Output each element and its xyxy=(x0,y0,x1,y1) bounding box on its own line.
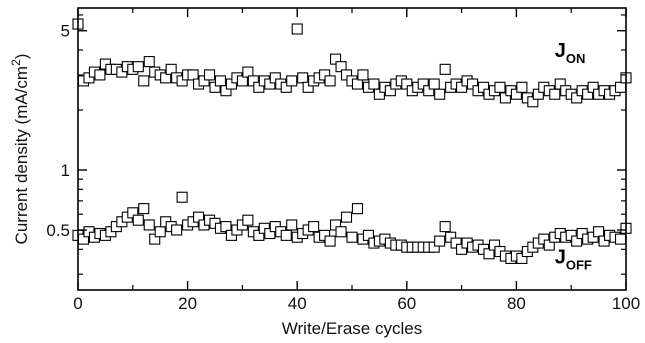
data-point xyxy=(286,219,298,231)
axes xyxy=(77,7,627,291)
data-point xyxy=(214,75,227,87)
x-axis-title: Write/Erase cycles xyxy=(282,319,422,338)
data-point xyxy=(593,226,605,238)
data-point xyxy=(357,69,369,81)
data-point xyxy=(280,229,292,241)
data-point xyxy=(549,88,561,100)
data-point xyxy=(346,231,358,243)
data-point xyxy=(614,81,627,93)
data-point xyxy=(176,191,188,203)
data-point xyxy=(439,221,451,233)
data-point xyxy=(242,214,254,226)
data-point xyxy=(351,203,364,215)
y-tick-label: 0.5 xyxy=(46,221,70,240)
labels: 0 20 40 60 80 100 0.5 1 5 Write/Erase cycles Curre… xyxy=(9,22,640,338)
data-point xyxy=(297,72,309,84)
x-tick-label: 0 xyxy=(73,294,82,313)
x-tick-label: 80 xyxy=(507,294,526,313)
data-point xyxy=(138,75,150,87)
data-point xyxy=(324,235,336,247)
data-point xyxy=(132,214,144,226)
data-point xyxy=(187,69,199,81)
data-point xyxy=(154,226,166,238)
data-point xyxy=(351,78,364,90)
data-point xyxy=(171,224,183,236)
data-point xyxy=(143,56,155,68)
data-point xyxy=(203,69,216,81)
series-on xyxy=(72,18,632,108)
data-point xyxy=(516,81,528,93)
data-point xyxy=(368,78,380,90)
data-point xyxy=(335,226,347,238)
y-axis-title: Current density (mA/cm2) xyxy=(9,54,31,245)
data-point xyxy=(434,235,446,247)
data-point xyxy=(434,88,446,100)
data-markers xyxy=(72,18,632,264)
x-tick-label: 100 xyxy=(612,294,640,313)
y-tick-label: 1 xyxy=(61,161,70,180)
x-tick-label: 40 xyxy=(288,294,307,313)
data-point xyxy=(614,233,627,245)
x-tick-label: 20 xyxy=(178,294,197,313)
data-point xyxy=(439,63,451,75)
data-point xyxy=(291,23,303,35)
data-point xyxy=(138,203,150,215)
data-point xyxy=(132,61,144,73)
data-point xyxy=(324,75,336,87)
series-label-on: JON xyxy=(555,40,586,66)
data-point xyxy=(143,219,155,231)
series-off xyxy=(72,191,632,264)
data-point xyxy=(308,221,320,233)
x-tick-label: 60 xyxy=(397,294,416,313)
data-point xyxy=(428,78,440,90)
data-point xyxy=(286,75,298,87)
y-tick-label: 5 xyxy=(61,22,70,41)
series-label-off: JOFF xyxy=(555,246,592,272)
data-point xyxy=(340,211,353,223)
data-point xyxy=(494,81,506,93)
data-point xyxy=(94,69,106,81)
